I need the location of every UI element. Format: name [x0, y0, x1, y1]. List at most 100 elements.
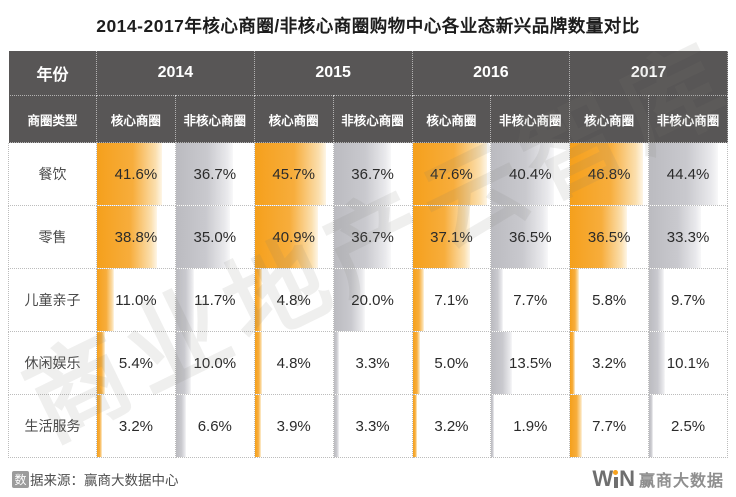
- logo-cn-text: 赢商大数据: [638, 473, 724, 490]
- subheader-cell-core: 核心商圈: [411, 95, 492, 143]
- subheader-cell-noncore: 非核心商圈: [332, 95, 413, 143]
- noncore-data-bar: [649, 143, 719, 205]
- data-cell: 36.7%: [174, 142, 255, 206]
- brand-logo: W N 赢商大数据: [592, 466, 724, 492]
- noncore-data-bar: [491, 206, 549, 268]
- cell-value: 33.3%: [666, 228, 710, 246]
- category-label: 餐饮: [8, 142, 97, 206]
- core-data-bar: [570, 332, 576, 394]
- data-cell: 33.3%: [648, 205, 728, 269]
- data-cell: 5.8%: [569, 268, 650, 332]
- cell-value: 11.0%: [115, 291, 157, 309]
- table-body: 餐饮 41.6% 36.7% 45.7% 36.7% 47.6% 40.4% 46.8% 44.…: [8, 142, 728, 458]
- subheader-cell-noncore: 非核心商圈: [490, 95, 571, 143]
- cell-value: 3.3%: [355, 354, 390, 372]
- source-text: 据来源：赢商大数据中心: [30, 473, 179, 488]
- year-header-cell: 2017: [569, 50, 728, 96]
- core-data-bar: [254, 269, 263, 331]
- data-cell: 40.9%: [253, 205, 334, 269]
- noncore-data-bar: [491, 143, 555, 205]
- cell-value: 1.9%: [513, 417, 548, 435]
- table-row: 餐饮 41.6% 36.7% 45.7% 36.7% 47.6% 40.4% 46.8% 44.…: [8, 142, 728, 206]
- data-cell: 2.5%: [648, 394, 728, 458]
- data-cell: 10.0%: [174, 331, 255, 395]
- core-data-bar: [570, 395, 583, 457]
- noncore-data-bar: [649, 206, 701, 268]
- cell-value: 36.7%: [193, 165, 237, 183]
- logo-letter-w: W: [592, 466, 613, 491]
- year-header-cell: 2016: [411, 50, 571, 96]
- data-cell: 45.7%: [253, 142, 334, 206]
- data-cell: 41.6%: [96, 142, 176, 206]
- cell-value: 20.0%: [351, 291, 394, 309]
- cell-value: 41.6%: [114, 165, 158, 183]
- year-header-row: 年份 2014 2015 2016 2017: [8, 50, 728, 96]
- cell-value: 36.5%: [587, 228, 631, 246]
- table-row: 儿童亲子 11.0% 11.7% 4.8% 20.0% 7.1% 7.7% 5.8% 9.7%: [8, 268, 728, 332]
- core-data-bar: [254, 143, 326, 205]
- cell-value: 6.6%: [197, 417, 232, 435]
- cell-value: 7.1%: [434, 291, 469, 309]
- core-data-bar: [97, 395, 102, 457]
- data-table-wrapper: 年份 2014 2015 2016 2017 商圈类型 核心商圈 非核心商圈 核心商圈 非核…: [0, 50, 736, 458]
- page-title: 2014-2017年核心商圈/非核心商圈购物中心各业态新兴品牌数量对比: [96, 15, 640, 36]
- data-cell: 46.8%: [569, 142, 650, 206]
- noncore-data-bar: [333, 143, 391, 205]
- data-cell: 11.7%: [174, 268, 255, 332]
- cell-value: 10.1%: [666, 354, 710, 372]
- data-cell: 6.6%: [174, 394, 255, 458]
- core-data-bar: [570, 269, 580, 331]
- cell-value: 5.8%: [592, 291, 627, 309]
- data-cell: 35.0%: [174, 205, 255, 269]
- data-cell: 3.2%: [411, 394, 492, 458]
- core-data-bar: [254, 395, 261, 457]
- cell-value: 10.0%: [193, 354, 237, 372]
- cell-value: 4.8%: [276, 354, 311, 372]
- category-label-text: 休闲娱乐: [24, 355, 81, 371]
- data-cell: 3.9%: [253, 394, 334, 458]
- core-data-bar: [97, 143, 162, 205]
- cell-value: 3.2%: [118, 417, 154, 435]
- cell-value: 45.7%: [272, 165, 315, 183]
- data-cell: 3.3%: [332, 331, 413, 395]
- noncore-data-bar: [175, 143, 234, 205]
- type-header-label: 商圈类型: [8, 95, 97, 143]
- cell-value: 3.2%: [434, 417, 469, 435]
- core-data-bar: [97, 332, 106, 394]
- source-icon: 数: [12, 470, 29, 488]
- core-data-bar: [97, 269, 115, 331]
- cell-value: 7.7%: [513, 291, 548, 309]
- subheader-row: 商圈类型 核心商圈 非核心商圈 核心商圈 非核心商圈 核心商圈 非核心商圈 核心商圈 非核心商…: [8, 95, 728, 143]
- data-table: 年份 2014 2015 2016 2017 商圈类型 核心商圈 非核心商圈 核心商圈 非核…: [8, 50, 728, 458]
- noncore-data-bar: [491, 395, 495, 457]
- data-cell: 3.2%: [96, 394, 176, 458]
- year-header-label: 年份: [8, 50, 97, 96]
- logo-letter-n: N: [619, 466, 635, 491]
- table-row: 零售 38.8% 35.0% 40.9% 36.7% 37.1% 36.5% 36.5% 33.…: [8, 205, 728, 269]
- cell-value: 7.7%: [592, 417, 627, 435]
- cell-value: 37.1%: [430, 228, 473, 246]
- data-cell: 1.9%: [490, 394, 571, 458]
- cell-value: 36.5%: [509, 228, 552, 246]
- core-data-bar: [412, 395, 418, 457]
- data-cell: 7.7%: [569, 394, 650, 458]
- cell-value: 5.4%: [118, 354, 154, 372]
- subheader-cell-core: 核心商圈: [253, 95, 334, 143]
- core-data-bar: [412, 332, 421, 394]
- category-label-text: 零售: [38, 229, 67, 245]
- noncore-data-bar: [649, 332, 665, 394]
- data-cell: 36.7%: [332, 205, 413, 269]
- data-cell: 38.8%: [96, 205, 176, 269]
- data-cell: 7.7%: [490, 268, 571, 332]
- core-data-bar: [254, 206, 319, 268]
- data-cell: 36.7%: [332, 142, 413, 206]
- data-cell: 40.4%: [490, 142, 571, 206]
- category-label-text: 儿童亲子: [24, 292, 81, 308]
- core-data-bar: [570, 206, 628, 268]
- data-cell: 5.4%: [96, 331, 176, 395]
- cell-value: 46.8%: [587, 165, 631, 183]
- category-label-text: 生活服务: [24, 418, 81, 434]
- year-header-cell: 2014: [96, 50, 255, 96]
- data-cell: 37.1%: [411, 205, 492, 269]
- core-data-bar: [412, 206, 471, 268]
